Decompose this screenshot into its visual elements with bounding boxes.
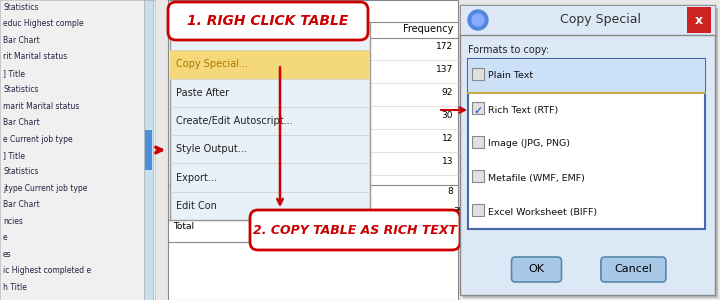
Text: Excel Worksheet (BIFF): Excel Worksheet (BIFF): [488, 208, 597, 217]
Text: Rich Text (RTF): Rich Text (RTF): [488, 106, 558, 115]
Text: marit Marital status: marit Marital status: [3, 102, 79, 111]
FancyBboxPatch shape: [601, 257, 666, 282]
Bar: [170, 50, 370, 79]
Text: ] Title: ] Title: [3, 151, 25, 160]
FancyBboxPatch shape: [511, 257, 562, 282]
Text: Plain Text: Plain Text: [488, 71, 533, 80]
Text: 30: 30: [441, 111, 453, 120]
Text: Bar Chart: Bar Chart: [3, 118, 40, 127]
Text: Create/Edit Autoscript...: Create/Edit Autoscript...: [176, 116, 292, 126]
Text: ] Title: ] Title: [3, 69, 25, 78]
Text: educ Highest comple: educ Highest comple: [3, 20, 84, 28]
Text: Statistics: Statistics: [3, 3, 38, 12]
FancyBboxPatch shape: [250, 210, 460, 250]
Circle shape: [472, 14, 484, 26]
Text: Formats to copy:: Formats to copy:: [468, 45, 549, 55]
Text: Cancel: Cancel: [614, 265, 652, 275]
Text: es: es: [3, 250, 12, 259]
Bar: [472, 101, 484, 113]
Bar: [170, 22, 370, 220]
Text: 92: 92: [441, 88, 453, 97]
Text: Bar Chart: Bar Chart: [3, 200, 40, 209]
Text: x: x: [695, 14, 703, 26]
Text: ault: ault: [453, 205, 470, 214]
Text: Bar Chart: Bar Chart: [3, 36, 40, 45]
Bar: [0, 0, 155, 300]
Text: e: e: [3, 233, 8, 242]
Text: Total: Total: [173, 222, 194, 231]
Circle shape: [468, 10, 488, 30]
Text: ncies: ncies: [3, 217, 23, 226]
Text: nt: nt: [253, 134, 263, 143]
Text: nt: nt: [253, 111, 263, 120]
Text: 12: 12: [441, 134, 453, 143]
Text: System: System: [223, 187, 257, 196]
Text: 137: 137: [436, 65, 453, 74]
Bar: [460, 5, 715, 35]
Text: 464: 464: [436, 222, 453, 231]
Text: Current job type: Current job type: [248, 5, 345, 15]
Text: 8: 8: [447, 187, 453, 196]
Text: rit Marital status: rit Marital status: [3, 52, 67, 61]
Text: 2. COPY TABLE AS RICH TEXT: 2. COPY TABLE AS RICH TEXT: [253, 224, 457, 236]
Text: Copy Special: Copy Special: [559, 14, 641, 26]
Bar: [460, 5, 715, 295]
Text: 13: 13: [441, 157, 453, 166]
Text: Copy: Copy: [176, 31, 201, 41]
Text: Copy Special...: Copy Special...: [176, 59, 248, 69]
Text: ic Highest completed e: ic Highest completed e: [3, 266, 91, 275]
Text: Metafile (WMF, EMF): Metafile (WMF, EMF): [488, 173, 585, 182]
Bar: [687, 7, 711, 33]
Text: Statistics: Statistics: [3, 167, 38, 176]
Text: OK: OK: [528, 265, 544, 275]
Text: Style Output...: Style Output...: [176, 144, 247, 154]
FancyBboxPatch shape: [168, 2, 368, 40]
Text: e Current job type: e Current job type: [3, 135, 73, 144]
Text: 172: 172: [436, 42, 453, 51]
Bar: [145, 130, 152, 170]
Bar: [472, 203, 484, 215]
Bar: [144, 0, 153, 300]
Bar: [468, 59, 705, 229]
Bar: [468, 59, 705, 93]
Text: Edit Con: Edit Con: [176, 201, 217, 211]
Bar: [168, 0, 458, 300]
Text: h Title: h Title: [3, 283, 27, 292]
Bar: [472, 136, 484, 148]
Bar: [472, 68, 484, 80]
Text: jtype Current job type: jtype Current job type: [3, 184, 87, 193]
Text: Missing: Missing: [173, 187, 207, 196]
Text: Frequency: Frequency: [402, 24, 453, 34]
Text: Statistics: Statistics: [3, 85, 38, 94]
Text: Image (JPG, PNG): Image (JPG, PNG): [488, 140, 570, 148]
Text: Paste After: Paste After: [176, 88, 229, 98]
Text: Export...: Export...: [176, 172, 217, 183]
Text: 1. RIGH CLICK TABLE: 1. RIGH CLICK TABLE: [187, 14, 348, 28]
Bar: [463, 8, 718, 298]
Text: ✓: ✓: [473, 106, 482, 116]
Bar: [472, 169, 484, 181]
